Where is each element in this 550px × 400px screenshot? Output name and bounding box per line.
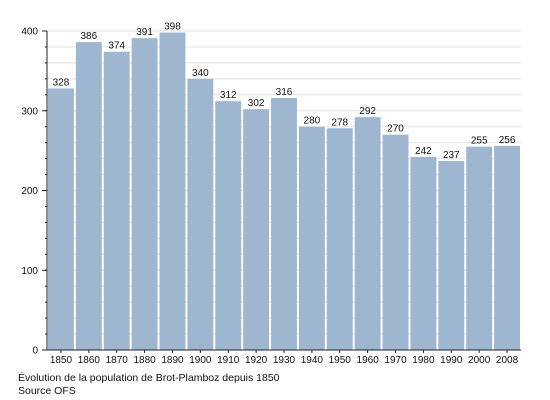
bar-1910 (215, 101, 242, 351)
axes: 1850 1860 1870 1880 1890 1900 1910 1920 1930 1940… (21, 27, 521, 366)
x-tick-label-1970: 1970 (384, 355, 407, 366)
value-label-1950: 278 (331, 117, 348, 128)
x-tick-label-1990: 1990 (440, 355, 463, 366)
y-tick-label-300: 300 (21, 106, 38, 117)
bar-1950 (326, 128, 353, 350)
bar-1930 (271, 97, 297, 351)
value-label-1890: 398 (164, 22, 181, 33)
y-tick-label-0: 0 (32, 346, 38, 357)
x-tick-label-2000: 2000 (468, 355, 491, 366)
x-tick-label-1960: 1960 (357, 355, 380, 366)
value-label-1960: 292 (359, 106, 376, 117)
chart-caption-title: Évolution de la population de Brot-Plamb… (18, 372, 280, 384)
y-tick-label-100: 100 (21, 266, 38, 277)
bar-1920 (243, 109, 270, 350)
value-label-2008: 256 (499, 135, 516, 146)
bar-2008 (494, 145, 520, 350)
x-tick-label-1950: 1950 (329, 355, 352, 366)
x-tick-label-1920: 1920 (245, 355, 268, 366)
x-tick-label-2008: 2008 (496, 355, 519, 366)
value-label-1860: 386 (80, 31, 97, 42)
value-label-1990: 237 (443, 150, 460, 161)
value-label-1910: 312 (220, 90, 237, 101)
bar-1940 (298, 126, 325, 350)
x-tick-label-1930: 1930 (273, 355, 296, 366)
value-label-1880: 391 (136, 27, 153, 38)
bar-2000 (466, 146, 493, 350)
x-tick-label-1880: 1880 (133, 355, 156, 366)
x-tick-label-1940: 1940 (301, 355, 324, 366)
bar-1890 (159, 32, 186, 350)
bar-1850 (48, 88, 74, 351)
value-label-1930: 316 (276, 87, 293, 98)
value-label-1920: 302 (248, 98, 265, 109)
value-label-1870: 374 (108, 41, 125, 52)
x-tick-label-1850: 1850 (50, 355, 73, 366)
bar-1880 (131, 38, 158, 351)
value-label-1900: 340 (192, 68, 209, 79)
x-tick-label-1980: 1980 (412, 355, 435, 366)
bar-1980 (410, 157, 437, 350)
value-labels: 328 386 374 391 398 340 312 302 316 280 278 292 270 2… (53, 22, 516, 161)
chart-caption-source: Source OFS (18, 385, 76, 397)
bar-1990 (438, 160, 465, 350)
value-label-2000: 255 (471, 136, 488, 147)
population-bar-chart: 328 386 374 391 398 340 312 302 316 280 278 292 270 2… (21, 22, 521, 366)
bars (48, 32, 520, 351)
y-tick-label-200: 200 (21, 186, 38, 197)
bar-1870 (103, 51, 130, 351)
x-tick-label-1910: 1910 (217, 355, 240, 366)
y-tick-label-400: 400 (21, 27, 38, 38)
bar-1860 (75, 42, 102, 350)
value-label-1940: 280 (304, 116, 321, 127)
x-tick-label-1900: 1900 (189, 355, 212, 366)
x-tick-label-1890: 1890 (161, 355, 184, 366)
x-tick-label-1860: 1860 (78, 355, 101, 366)
value-label-1850: 328 (53, 77, 70, 88)
bar-1970 (382, 134, 409, 350)
x-tick-label-1870: 1870 (106, 355, 129, 366)
value-label-1980: 242 (415, 146, 432, 157)
bar-1960 (354, 117, 381, 350)
value-label-1970: 270 (387, 124, 404, 135)
bar-1900 (187, 78, 214, 350)
